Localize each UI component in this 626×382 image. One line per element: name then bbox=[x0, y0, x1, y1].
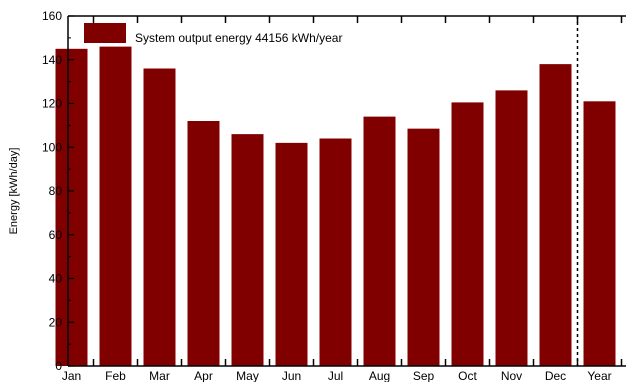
y-axis-label: Energy [kWh/day] bbox=[8, 148, 20, 235]
x-tick-label-jan: Jan bbox=[62, 369, 81, 382]
legend-swatch bbox=[84, 23, 126, 43]
bar-feb bbox=[99, 46, 132, 366]
bar-jul bbox=[319, 138, 352, 366]
bar-jun bbox=[275, 142, 308, 366]
x-tick-label-feb: Feb bbox=[105, 369, 126, 382]
y-tick-label-100: 100 bbox=[42, 140, 62, 154]
legend: System output energy 44156 kWh/year bbox=[84, 23, 342, 45]
x-tick-label-dec: Dec bbox=[545, 369, 566, 382]
y-tick-label-20: 20 bbox=[49, 315, 63, 329]
y-tick-label-160: 160 bbox=[42, 9, 62, 23]
y-tick-label-0: 0 bbox=[55, 359, 62, 373]
bar-year bbox=[583, 101, 616, 366]
y-tick-label-120: 120 bbox=[42, 97, 62, 111]
x-ticks-group: Jan Feb Mar Apr May Jun Jul Aug Sep Oct Nov Dec Year bbox=[62, 16, 623, 382]
y-ticks-group: 0 20 40 60 80 100 120 140 160 bbox=[42, 9, 74, 373]
legend-label: System output energy 44156 kWh/year bbox=[135, 31, 342, 45]
bar-oct bbox=[451, 102, 484, 366]
x-tick-label-aug: Aug bbox=[369, 369, 390, 382]
x-tick-label-sep: Sep bbox=[413, 369, 435, 382]
bar-sep bbox=[407, 128, 440, 366]
x-tick-label-apr: Apr bbox=[194, 369, 213, 382]
y-tick-label-40: 40 bbox=[49, 272, 63, 286]
bar-mar bbox=[143, 68, 176, 366]
bars-group bbox=[55, 46, 616, 366]
bar-may bbox=[231, 134, 264, 366]
bar-jan bbox=[55, 48, 88, 366]
y-tick-label-60: 60 bbox=[49, 228, 63, 242]
x-tick-label-mar: Mar bbox=[149, 369, 170, 382]
x-tick-label-oct: Oct bbox=[458, 369, 477, 382]
bar-aug bbox=[363, 116, 396, 366]
x-tick-label-jul: Jul bbox=[328, 369, 343, 382]
y-tick-label-140: 140 bbox=[42, 53, 62, 67]
bar-apr bbox=[187, 121, 220, 366]
x-tick-label-may: May bbox=[236, 369, 259, 382]
y-tick-label-80: 80 bbox=[49, 184, 63, 198]
x-tick-label-jun: Jun bbox=[282, 369, 301, 382]
bar-dec bbox=[539, 64, 572, 366]
bar-nov bbox=[495, 90, 528, 366]
x-tick-label-year: Year bbox=[587, 369, 611, 382]
x-tick-label-nov: Nov bbox=[501, 369, 522, 382]
